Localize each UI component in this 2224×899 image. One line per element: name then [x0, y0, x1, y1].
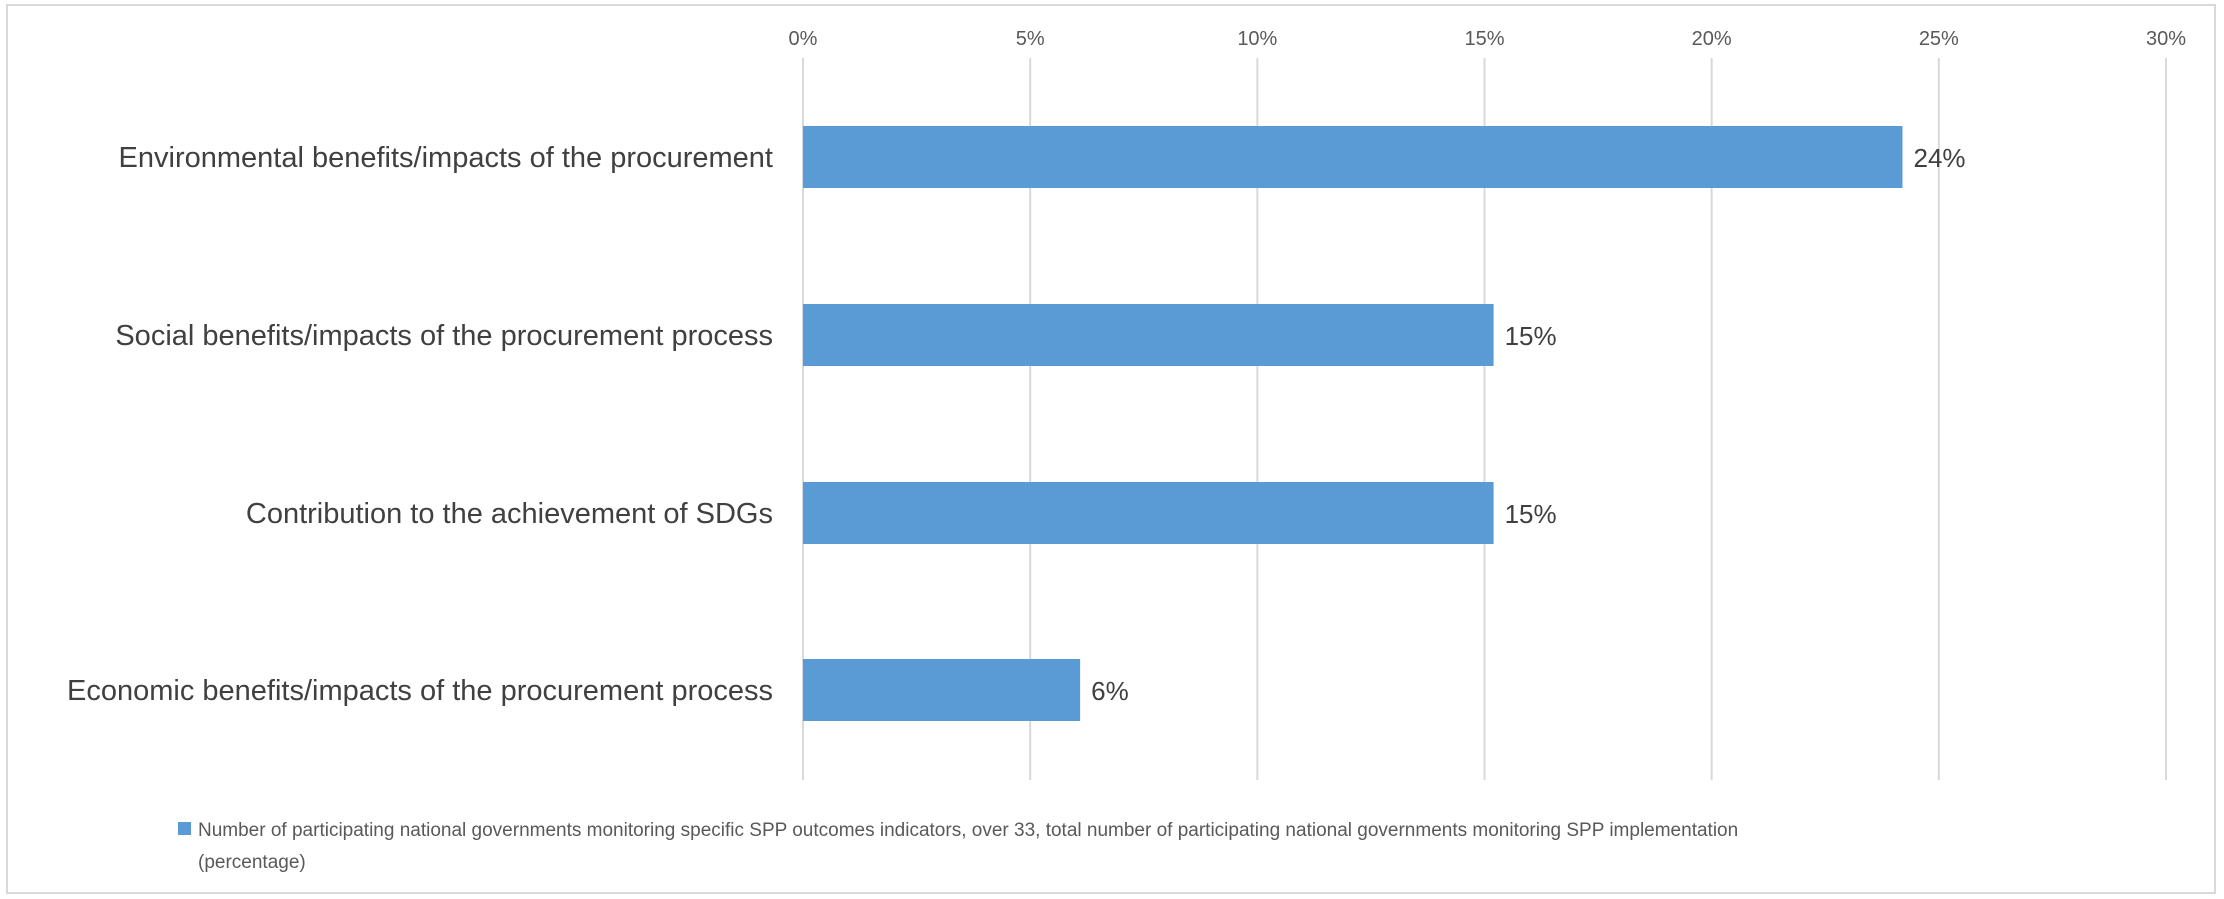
data-labels: 24% 15% 15% 6%	[1091, 143, 1965, 706]
data-label: 15%	[1505, 321, 1557, 351]
x-tick-label: 30%	[2146, 28, 2186, 50]
category-labels: Environmental benefits/impacts of the pr…	[67, 142, 773, 707]
bar	[803, 659, 1081, 721]
bar	[803, 482, 1494, 544]
x-tick-label: 0%	[789, 28, 818, 50]
data-label: 24%	[1913, 143, 1965, 173]
data-label: 15%	[1505, 499, 1557, 529]
category-label: Contribution to the achievement of SDGs	[246, 498, 773, 530]
x-tick-label: 20%	[1692, 28, 1732, 50]
legend: Number of participating national governm…	[178, 820, 1738, 873]
x-tick-label: 5%	[1016, 28, 1045, 50]
x-tick-label: 25%	[1919, 28, 1959, 50]
x-tick-label: 15%	[1464, 28, 1504, 50]
legend-swatch	[178, 822, 191, 835]
bar	[803, 304, 1494, 366]
bars	[803, 126, 1903, 721]
data-label: 6%	[1091, 676, 1129, 706]
legend-text-line-1: Number of participating national governm…	[198, 820, 1738, 841]
legend-text-line-2: (percentage)	[198, 852, 306, 873]
category-label: Economic benefits/impacts of the procure…	[67, 675, 773, 707]
x-tick-label: 10%	[1237, 28, 1277, 50]
category-label: Social benefits/impacts of the procureme…	[115, 320, 773, 352]
x-axis-tick-labels: 0% 5% 10% 15% 20% 25% 30%	[789, 28, 2187, 50]
bar	[803, 126, 1903, 188]
category-label: Environmental benefits/impacts of the pr…	[119, 142, 773, 174]
